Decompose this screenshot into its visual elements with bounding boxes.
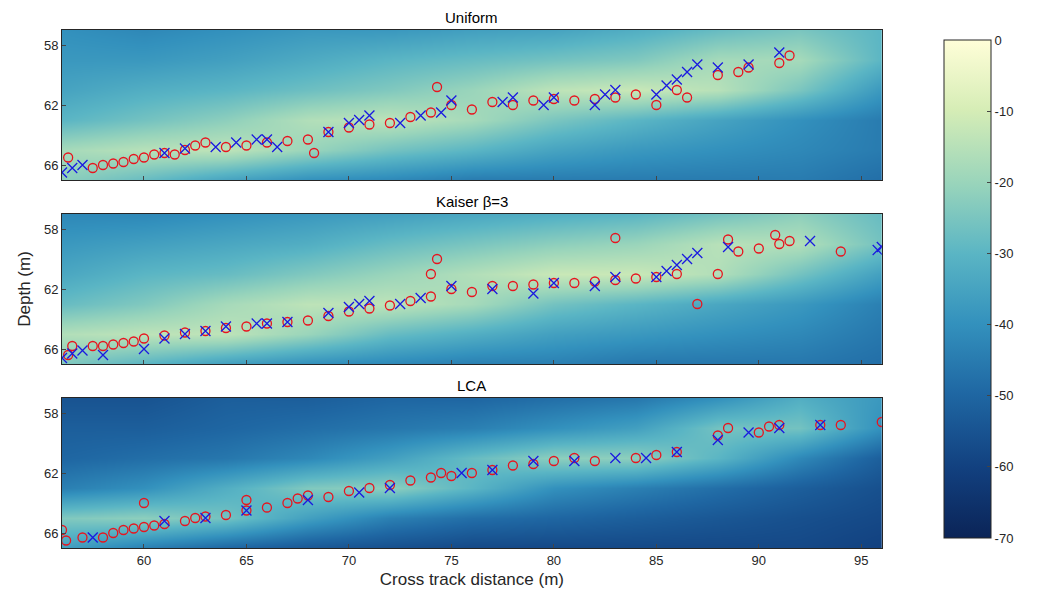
svg-text:66: 66 xyxy=(44,526,58,541)
svg-text:90: 90 xyxy=(752,553,766,568)
svg-text:0: 0 xyxy=(995,33,1002,48)
svg-text:60: 60 xyxy=(137,553,151,568)
svg-text:66: 66 xyxy=(44,158,58,173)
svg-text:95: 95 xyxy=(854,553,868,568)
svg-text:-40: -40 xyxy=(995,317,1014,332)
svg-text:80: 80 xyxy=(547,553,561,568)
svg-text:62: 62 xyxy=(44,466,58,481)
svg-text:Cross track distance (m): Cross track distance (m) xyxy=(380,570,564,589)
svg-text:-70: -70 xyxy=(995,531,1014,546)
svg-text:Kaiser β=3: Kaiser β=3 xyxy=(436,193,508,210)
svg-text:-20: -20 xyxy=(995,175,1014,190)
svg-text:58: 58 xyxy=(44,38,58,53)
svg-text:75: 75 xyxy=(444,553,458,568)
svg-text:70: 70 xyxy=(342,553,356,568)
svg-text:-10: -10 xyxy=(995,104,1014,119)
svg-text:58: 58 xyxy=(44,222,58,237)
svg-text:85: 85 xyxy=(649,553,663,568)
svg-text:58: 58 xyxy=(44,406,58,421)
svg-text:-60: -60 xyxy=(995,459,1014,474)
svg-text:-50: -50 xyxy=(995,388,1014,403)
svg-text:66: 66 xyxy=(44,342,58,357)
svg-text:65: 65 xyxy=(239,553,253,568)
svg-text:62: 62 xyxy=(44,98,58,113)
svg-text:62: 62 xyxy=(44,282,58,297)
svg-text:LCA: LCA xyxy=(457,377,486,394)
svg-text:Uniform: Uniform xyxy=(445,9,498,26)
svg-text:-30: -30 xyxy=(995,246,1014,261)
svg-text:Depth (m): Depth (m) xyxy=(15,251,34,327)
